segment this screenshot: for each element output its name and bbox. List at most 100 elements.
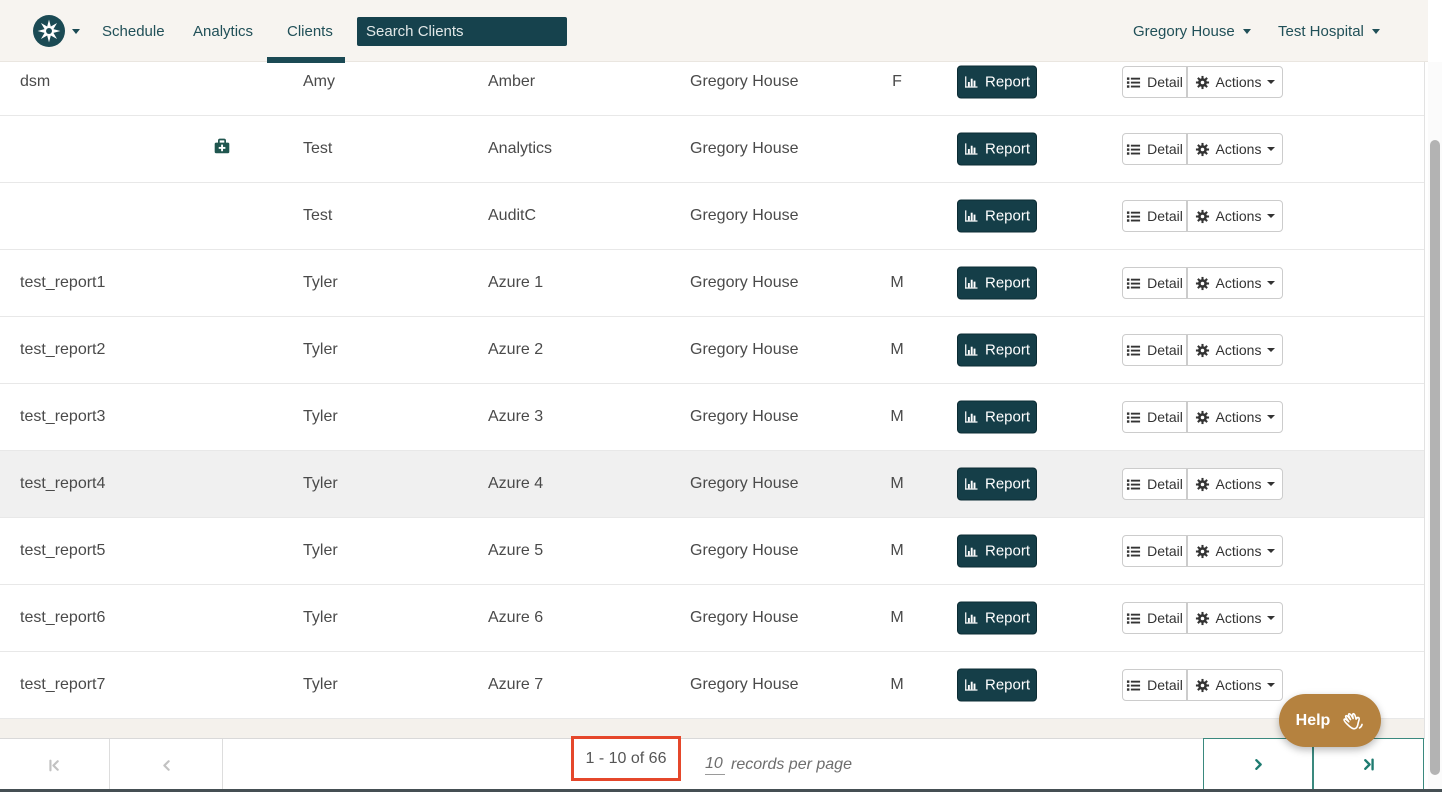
actions-button[interactable]: Actions xyxy=(1187,66,1283,98)
client-row: test_report7 Tyler Azure 7 Gregory House… xyxy=(0,652,1424,719)
report-button[interactable]: Report xyxy=(957,668,1037,702)
report-button[interactable]: Report xyxy=(957,601,1037,635)
bar-chart-icon xyxy=(965,612,978,624)
bar-chart-icon xyxy=(965,411,978,423)
user-menu[interactable]: Gregory House xyxy=(1133,0,1251,62)
client-id: test_report4 xyxy=(20,475,106,492)
nav-clients[interactable]: Clients xyxy=(287,22,333,40)
actions-button[interactable]: Actions xyxy=(1187,669,1283,701)
actions-button[interactable]: Actions xyxy=(1187,133,1283,165)
nav-analytics[interactable]: Analytics xyxy=(193,22,254,40)
report-button[interactable]: Report xyxy=(957,132,1037,166)
client-last-name: Azure 3 xyxy=(488,408,544,425)
report-button[interactable]: Report xyxy=(957,400,1037,434)
first-page-button[interactable] xyxy=(0,739,110,791)
gear-icon xyxy=(1195,276,1209,290)
detail-button[interactable]: Detail xyxy=(1122,133,1187,165)
client-row: test_report5 Tyler Azure 5 Gregory House… xyxy=(0,518,1424,585)
client-first-name: Amy xyxy=(303,73,335,90)
help-button[interactable]: Help xyxy=(1279,694,1381,747)
active-tab-underline xyxy=(267,57,345,63)
client-first-name: Tyler xyxy=(303,341,338,358)
detail-button[interactable]: Detail xyxy=(1122,267,1187,299)
search-clients-input[interactable] xyxy=(357,17,569,46)
report-button-label: Report xyxy=(984,408,1031,426)
actions-button[interactable]: Actions xyxy=(1187,267,1283,299)
detail-button[interactable]: Detail xyxy=(1122,401,1187,433)
client-gender: M xyxy=(890,341,904,358)
report-button[interactable]: Report xyxy=(957,534,1037,568)
report-button[interactable]: Report xyxy=(957,65,1037,99)
client-last-name: Azure 6 xyxy=(488,609,544,626)
detail-button[interactable]: Detail xyxy=(1122,468,1187,500)
report-button[interactable]: Report xyxy=(957,467,1037,501)
detail-button[interactable]: Detail xyxy=(1122,535,1187,567)
vertical-scrollbar[interactable] xyxy=(1430,140,1440,775)
logo-button[interactable] xyxy=(33,15,65,47)
client-last-name: Azure 7 xyxy=(488,676,544,693)
client-first-name: Tyler xyxy=(303,408,338,425)
records-per-page[interactable]: 10 records per page xyxy=(705,739,852,791)
nav-schedule[interactable]: Schedule xyxy=(102,22,165,40)
client-therapist: Gregory House xyxy=(690,542,799,559)
actions-button-label: Actions xyxy=(1215,275,1262,291)
range-highlight-box: 1 - 10 of 66 xyxy=(571,736,681,781)
client-therapist: Gregory House xyxy=(690,341,799,358)
client-row: test_report2 Tyler Azure 2 Gregory House… xyxy=(0,317,1424,384)
actions-button-label: Actions xyxy=(1215,208,1262,224)
org-menu[interactable]: Test Hospital xyxy=(1278,0,1380,62)
detail-button-label: Detail xyxy=(1147,677,1183,693)
report-button-label: Report xyxy=(984,73,1031,91)
actions-button[interactable]: Actions xyxy=(1187,401,1283,433)
client-therapist: Gregory House xyxy=(690,73,799,90)
actions-button-label: Actions xyxy=(1215,342,1262,358)
pagination-bar: 1 - 10 of 66 10 records per page xyxy=(0,736,1425,791)
bar-chart-icon xyxy=(965,76,978,88)
detail-button[interactable]: Detail xyxy=(1122,669,1187,701)
client-gender: M xyxy=(890,676,904,693)
client-first-name: Tyler xyxy=(303,274,338,291)
prev-page-icon xyxy=(162,759,170,771)
client-first-name: Tyler xyxy=(303,475,338,492)
client-last-name: Analytics xyxy=(488,140,553,157)
actions-button[interactable]: Actions xyxy=(1187,200,1283,232)
client-gender: M xyxy=(890,408,904,425)
client-first-name: Tyler xyxy=(303,676,338,693)
report-button[interactable]: Report xyxy=(957,266,1037,300)
actions-button[interactable]: Actions xyxy=(1187,602,1283,634)
prev-page-button[interactable] xyxy=(110,739,223,791)
report-button-label: Report xyxy=(984,609,1031,627)
detail-button[interactable]: Detail xyxy=(1122,602,1187,634)
report-button-label: Report xyxy=(984,676,1031,694)
gear-icon xyxy=(1195,142,1209,156)
client-therapist: Gregory House xyxy=(690,475,799,492)
next-page-button[interactable] xyxy=(1203,738,1313,791)
detail-button[interactable]: Detail xyxy=(1122,66,1187,98)
detail-button[interactable]: Detail xyxy=(1122,200,1187,232)
client-last-name: Azure 4 xyxy=(488,475,544,492)
detail-button-label: Detail xyxy=(1147,208,1183,224)
detail-button-label: Detail xyxy=(1147,74,1183,90)
bar-chart-icon xyxy=(965,545,978,557)
actions-button-label: Actions xyxy=(1215,74,1262,90)
list-icon xyxy=(1127,344,1141,356)
actions-button[interactable]: Actions xyxy=(1187,468,1283,500)
gear-icon xyxy=(1195,678,1209,692)
logo-caret-icon[interactable] xyxy=(72,29,80,34)
actions-button[interactable]: Actions xyxy=(1187,334,1283,366)
row-actions-group: Detail Actions xyxy=(1122,66,1283,98)
detail-button-label: Detail xyxy=(1147,141,1183,157)
bar-chart-icon xyxy=(965,344,978,356)
actions-button[interactable]: Actions xyxy=(1187,535,1283,567)
detail-button[interactable]: Detail xyxy=(1122,334,1187,366)
client-id: test_report5 xyxy=(20,542,106,559)
report-button[interactable]: Report xyxy=(957,333,1037,367)
starburst-logo-icon xyxy=(37,19,61,43)
records-per-page-value[interactable]: 10 xyxy=(705,755,725,775)
gear-icon xyxy=(1195,410,1209,424)
report-button[interactable]: Report xyxy=(957,199,1037,233)
client-therapist: Gregory House xyxy=(690,609,799,626)
bar-chart-icon xyxy=(965,478,978,490)
report-button-label: Report xyxy=(984,542,1031,560)
